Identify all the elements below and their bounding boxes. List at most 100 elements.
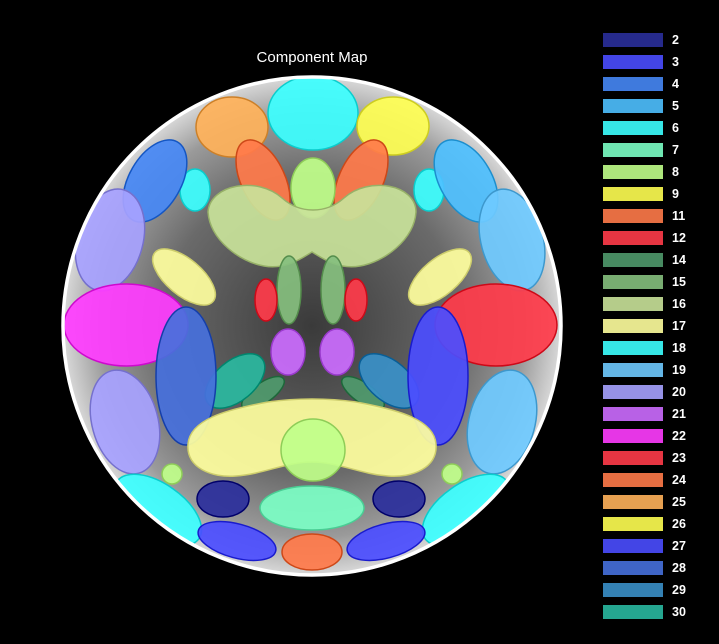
legend-swatch	[603, 209, 663, 223]
component-20	[89, 369, 161, 475]
component-8	[161, 463, 183, 485]
legend-swatch	[603, 561, 663, 575]
component-17	[151, 248, 217, 306]
legend-item-2: 2	[603, 32, 679, 48]
legend-label: 20	[672, 385, 686, 399]
legend-swatch	[603, 451, 663, 465]
legend-swatch	[603, 385, 663, 399]
legend-label: 2	[672, 33, 679, 47]
legend-swatch	[603, 605, 663, 619]
legend-item-18: 18	[603, 340, 686, 356]
legend-item-20: 20	[603, 384, 686, 400]
component-map	[61, 75, 563, 577]
legend-item-29: 29	[603, 582, 686, 598]
legend-item-12: 12	[603, 230, 686, 246]
legend-label: 24	[672, 473, 686, 487]
legend-item-3: 3	[603, 54, 679, 70]
legend-swatch	[603, 473, 663, 487]
legend-swatch	[603, 77, 663, 91]
component-3	[346, 520, 426, 562]
component-27	[407, 306, 469, 446]
legend-item-8: 8	[603, 164, 679, 180]
head-outline	[61, 75, 563, 577]
legend-label: 15	[672, 275, 686, 289]
legend-item-4: 4	[603, 76, 679, 92]
component-2	[372, 480, 426, 518]
legend-label: 23	[672, 451, 686, 465]
legend-swatch	[603, 143, 663, 157]
legend-label: 22	[672, 429, 686, 443]
legend-swatch	[603, 297, 663, 311]
component-21	[270, 328, 306, 376]
legend-label: 5	[672, 99, 679, 113]
legend-label: 26	[672, 517, 686, 531]
legend-label: 3	[672, 55, 679, 69]
legend-swatch	[603, 495, 663, 509]
legend-label: 25	[672, 495, 686, 509]
legend-swatch	[603, 363, 663, 377]
legend-label: 6	[672, 121, 679, 135]
legend-label: 7	[672, 143, 679, 157]
legend-label: 4	[672, 77, 679, 91]
legend-item-21: 21	[603, 406, 686, 422]
component-15	[320, 255, 346, 325]
component-8	[280, 418, 346, 482]
legend-swatch	[603, 121, 663, 135]
legend-swatch	[603, 517, 663, 531]
legend-item-28: 28	[603, 560, 686, 576]
legend-swatch	[603, 55, 663, 69]
component-7	[259, 485, 365, 531]
component-16	[207, 184, 417, 268]
legend-item-14: 14	[603, 252, 686, 268]
component-15	[276, 255, 302, 325]
legend-swatch	[603, 253, 663, 267]
legend-label: 14	[672, 253, 686, 267]
component-3	[197, 520, 277, 562]
legend-swatch	[603, 231, 663, 245]
legend-label: 21	[672, 407, 686, 421]
legend-item-6: 6	[603, 120, 679, 136]
legend-label: 9	[672, 187, 679, 201]
legend-label: 12	[672, 231, 686, 245]
legend-swatch	[603, 407, 663, 421]
legend-item-30: 30	[603, 604, 686, 620]
legend-swatch	[603, 99, 663, 113]
legend-item-24: 24	[603, 472, 686, 488]
component-28	[155, 306, 217, 446]
legend-label: 18	[672, 341, 686, 355]
legend-label: 8	[672, 165, 679, 179]
legend-item-19: 19	[603, 362, 686, 378]
legend-label: 28	[672, 561, 686, 575]
component-11	[281, 533, 343, 571]
legend-item-27: 27	[603, 538, 686, 554]
legend-label: 16	[672, 297, 686, 311]
legend-swatch	[603, 341, 663, 355]
legend-item-15: 15	[603, 274, 686, 290]
legend-label: 27	[672, 539, 686, 553]
legend-swatch	[603, 165, 663, 179]
legend-label: 29	[672, 583, 686, 597]
legend-swatch	[603, 187, 663, 201]
legend-label: 30	[672, 605, 686, 619]
legend-item-9: 9	[603, 186, 679, 202]
component-2	[196, 480, 250, 518]
legend-swatch	[603, 275, 663, 289]
legend-item-25: 25	[603, 494, 686, 510]
component-6	[267, 77, 359, 151]
legend-swatch	[603, 539, 663, 553]
component-12	[254, 278, 278, 322]
legend-label: 11	[672, 209, 686, 223]
legend-item-17: 17	[603, 318, 686, 334]
component-17	[407, 248, 473, 306]
legend-item-5: 5	[603, 98, 679, 114]
legend-item-16: 16	[603, 296, 686, 312]
component-19	[466, 369, 538, 475]
legend-item-23: 23	[603, 450, 686, 466]
legend-swatch	[603, 33, 663, 47]
legend-item-22: 22	[603, 428, 686, 444]
legend-swatch	[603, 429, 663, 443]
legend-item-26: 26	[603, 516, 686, 532]
legend-item-7: 7	[603, 142, 679, 158]
component-21	[319, 328, 355, 376]
component-8	[441, 463, 463, 485]
